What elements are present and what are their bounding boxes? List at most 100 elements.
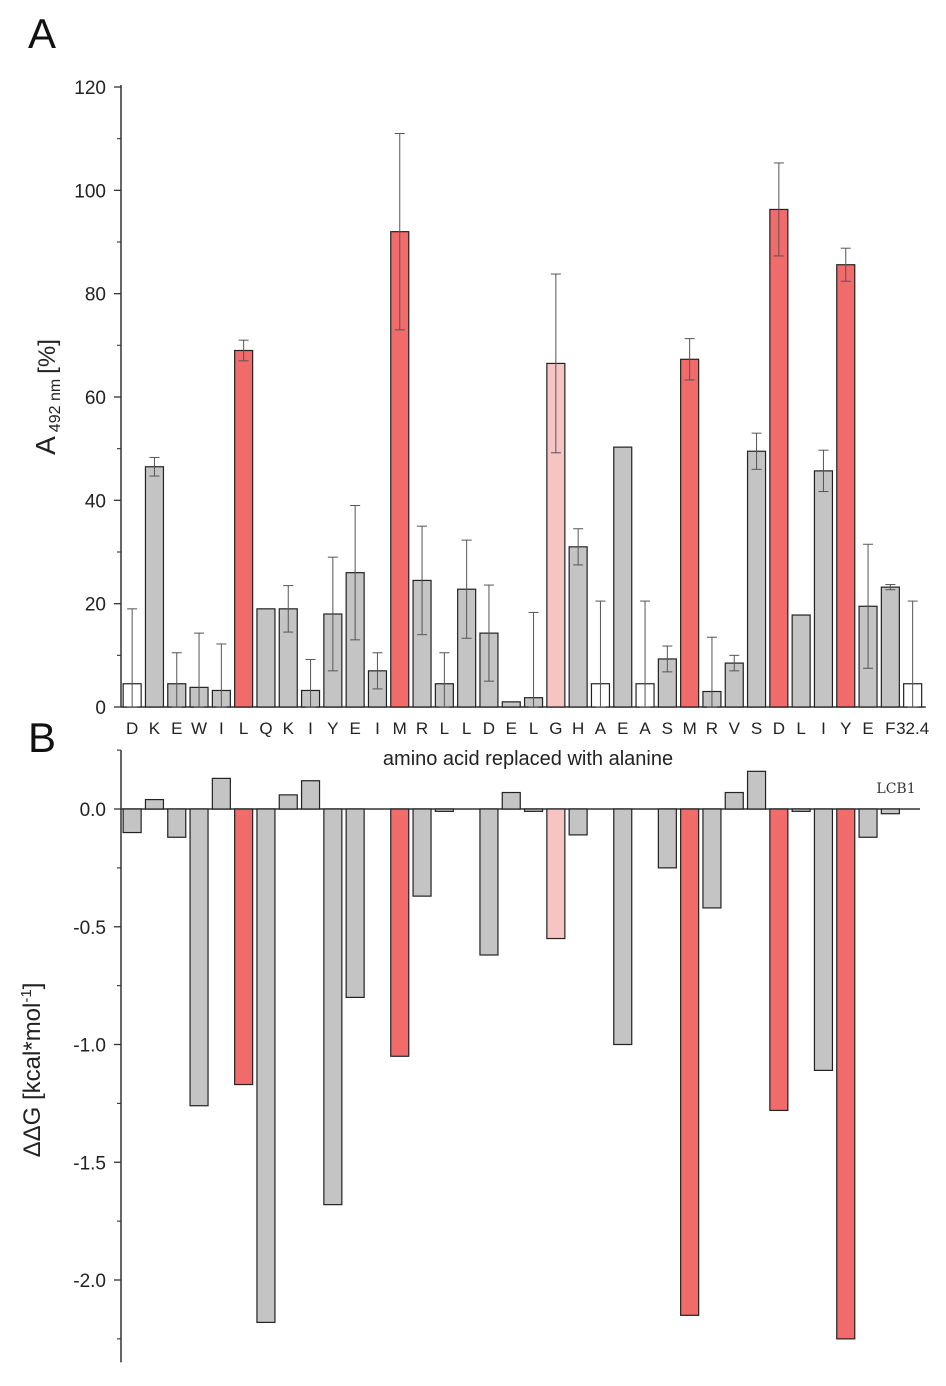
panel-a-bars bbox=[122, 208, 923, 708]
panel-a-category-label: L bbox=[529, 719, 538, 738]
panel-a-bar bbox=[568, 546, 588, 708]
panel-a-category-label: Y bbox=[840, 719, 851, 738]
panel-a-y-tick-label: 20 bbox=[85, 595, 106, 616]
panel-a-bar bbox=[791, 614, 811, 708]
panel-a-category-label: L bbox=[796, 719, 805, 738]
panel-a-bar bbox=[234, 349, 254, 708]
panel-b-bar bbox=[323, 808, 343, 1206]
panel-a-x-axis-title: amino acid replaced with alanine bbox=[383, 748, 673, 770]
panel-a-bar bbox=[746, 450, 767, 708]
panel-a-category-label: D bbox=[126, 719, 138, 738]
panel-b-letter: B bbox=[28, 714, 56, 761]
panel-a-y-tick-label: 60 bbox=[85, 388, 106, 409]
panel-b-bar bbox=[568, 808, 588, 836]
panel-a-bar bbox=[501, 701, 521, 708]
panel-b-bar bbox=[278, 794, 298, 810]
panel-a-category-label: A bbox=[639, 719, 651, 738]
y-title-main: A bbox=[30, 436, 61, 455]
panel-a-bar bbox=[613, 446, 633, 708]
panel-b-bar bbox=[746, 770, 767, 810]
panel-a-category-label: E bbox=[862, 719, 873, 738]
panel-a-category-label: K bbox=[149, 719, 161, 738]
panel-b-bar bbox=[680, 808, 700, 1316]
panel-a-category-label: W bbox=[191, 719, 207, 738]
panel-a-bar bbox=[836, 264, 856, 708]
panel-a-category-label: G bbox=[549, 719, 562, 738]
panel-a-bar bbox=[256, 608, 276, 708]
panel-a-category-label: F bbox=[885, 719, 895, 738]
panel-a-y-tick-label: 80 bbox=[85, 285, 106, 306]
panel-b-bar bbox=[300, 780, 321, 810]
panel-b-bar bbox=[546, 808, 566, 940]
panel-a-category-label: 32.4 bbox=[896, 719, 929, 738]
ddg-title-main: ΔΔG [kcal*mol bbox=[19, 1003, 46, 1158]
panel-a-y-tick-label: 0 bbox=[95, 698, 106, 719]
panel-b-bar bbox=[144, 798, 165, 810]
lcb1-reference-label: LCB1 bbox=[876, 781, 915, 797]
panel-b-bar bbox=[791, 808, 811, 812]
panel-a-category-label: D bbox=[773, 719, 785, 738]
panel-a-category-label: K bbox=[283, 719, 295, 738]
panel-b-bars bbox=[122, 770, 900, 1340]
panel-b-bar bbox=[189, 808, 209, 1107]
panel-a-category-label: Q bbox=[259, 719, 272, 738]
panel-a-category-label: M bbox=[683, 719, 697, 738]
panel-a-category-label: E bbox=[506, 719, 517, 738]
panel-a-y-tick-label: 120 bbox=[74, 78, 106, 99]
panel-a-category-label: E bbox=[617, 719, 628, 738]
panel-a-y-tick-label: 100 bbox=[74, 181, 106, 202]
panel-b-chart: 0.0 -0.5 -1.0 -1.5 -2.0 LCB1 ΔΔG [kcal*mol-1… bbox=[18, 749, 920, 1363]
panel-a-category-label: I bbox=[821, 719, 826, 738]
panel-a-bar bbox=[769, 208, 789, 708]
panel-b-bar bbox=[390, 808, 410, 1057]
panel-b-tick-labels: 0.0 -0.5 -1.0 -1.5 -2.0 bbox=[73, 800, 106, 1292]
panel-a-y-tick-label: 40 bbox=[85, 491, 106, 512]
panel-b-bar bbox=[122, 808, 142, 834]
panel-a-category-label: E bbox=[349, 719, 360, 738]
panel-b-bar bbox=[211, 777, 231, 810]
y-title-subscript: 492 nm bbox=[47, 379, 64, 432]
panel-b-y-tick-label: 0.0 bbox=[80, 800, 106, 821]
panel-b-bar bbox=[880, 808, 900, 815]
panel-b-bar bbox=[345, 808, 365, 998]
panel-a-category-label: L bbox=[440, 719, 449, 738]
panel-b-bar bbox=[479, 808, 499, 956]
panel-b-bar bbox=[657, 808, 677, 869]
y-title-unit: [%] bbox=[34, 339, 61, 374]
panel-b-bar bbox=[256, 808, 276, 1323]
panel-a-bar bbox=[880, 586, 900, 708]
panel-a-category-label: I bbox=[375, 719, 380, 738]
panel-b-bar bbox=[724, 791, 744, 810]
panel-a-category-label: M bbox=[393, 719, 407, 738]
panel-a-category-label: S bbox=[751, 719, 762, 738]
panel-a-category-labels: D K E W I L Q K I Y E I M R L L D E L G H A E A S M R V S D L I Y E F 32.4 bbox=[126, 719, 929, 738]
panel-a-category-label: V bbox=[729, 719, 741, 738]
panel-a-tick-labels: 0 20 40 60 80 100 120 bbox=[74, 78, 106, 719]
panel-a-bar bbox=[813, 470, 834, 708]
ddg-title-end: ] bbox=[19, 983, 46, 990]
ddg-title-sup: -1 bbox=[18, 989, 35, 1002]
panel-a-bar bbox=[144, 466, 165, 708]
panel-a-error-bars bbox=[127, 133, 918, 708]
panel-a-category-label: E bbox=[171, 719, 182, 738]
panel-a-category-label: A bbox=[595, 719, 607, 738]
panel-b-y-tick-label: -2.0 bbox=[73, 1271, 106, 1292]
panel-b-bar bbox=[702, 808, 722, 909]
panel-b-bar bbox=[412, 808, 432, 897]
panel-a-category-label: R bbox=[416, 719, 428, 738]
panel-a-category-label: S bbox=[662, 719, 673, 738]
panel-b-bar bbox=[769, 808, 789, 1112]
panel-a-y-axis-title: A 492 nm [%] bbox=[30, 339, 64, 455]
panel-b-bar bbox=[813, 808, 834, 1072]
panel-a-letter: A bbox=[28, 10, 56, 57]
panel-b-bar bbox=[234, 808, 254, 1086]
panel-b-y-tick-label: -1.5 bbox=[73, 1153, 106, 1174]
panel-b-bar bbox=[167, 808, 187, 838]
panel-a-category-label: D bbox=[483, 719, 495, 738]
panel-a-category-label: H bbox=[572, 719, 584, 738]
panel-b-bar bbox=[523, 808, 544, 812]
panel-b-bar bbox=[836, 808, 856, 1340]
panel-b-bar bbox=[613, 808, 633, 1046]
